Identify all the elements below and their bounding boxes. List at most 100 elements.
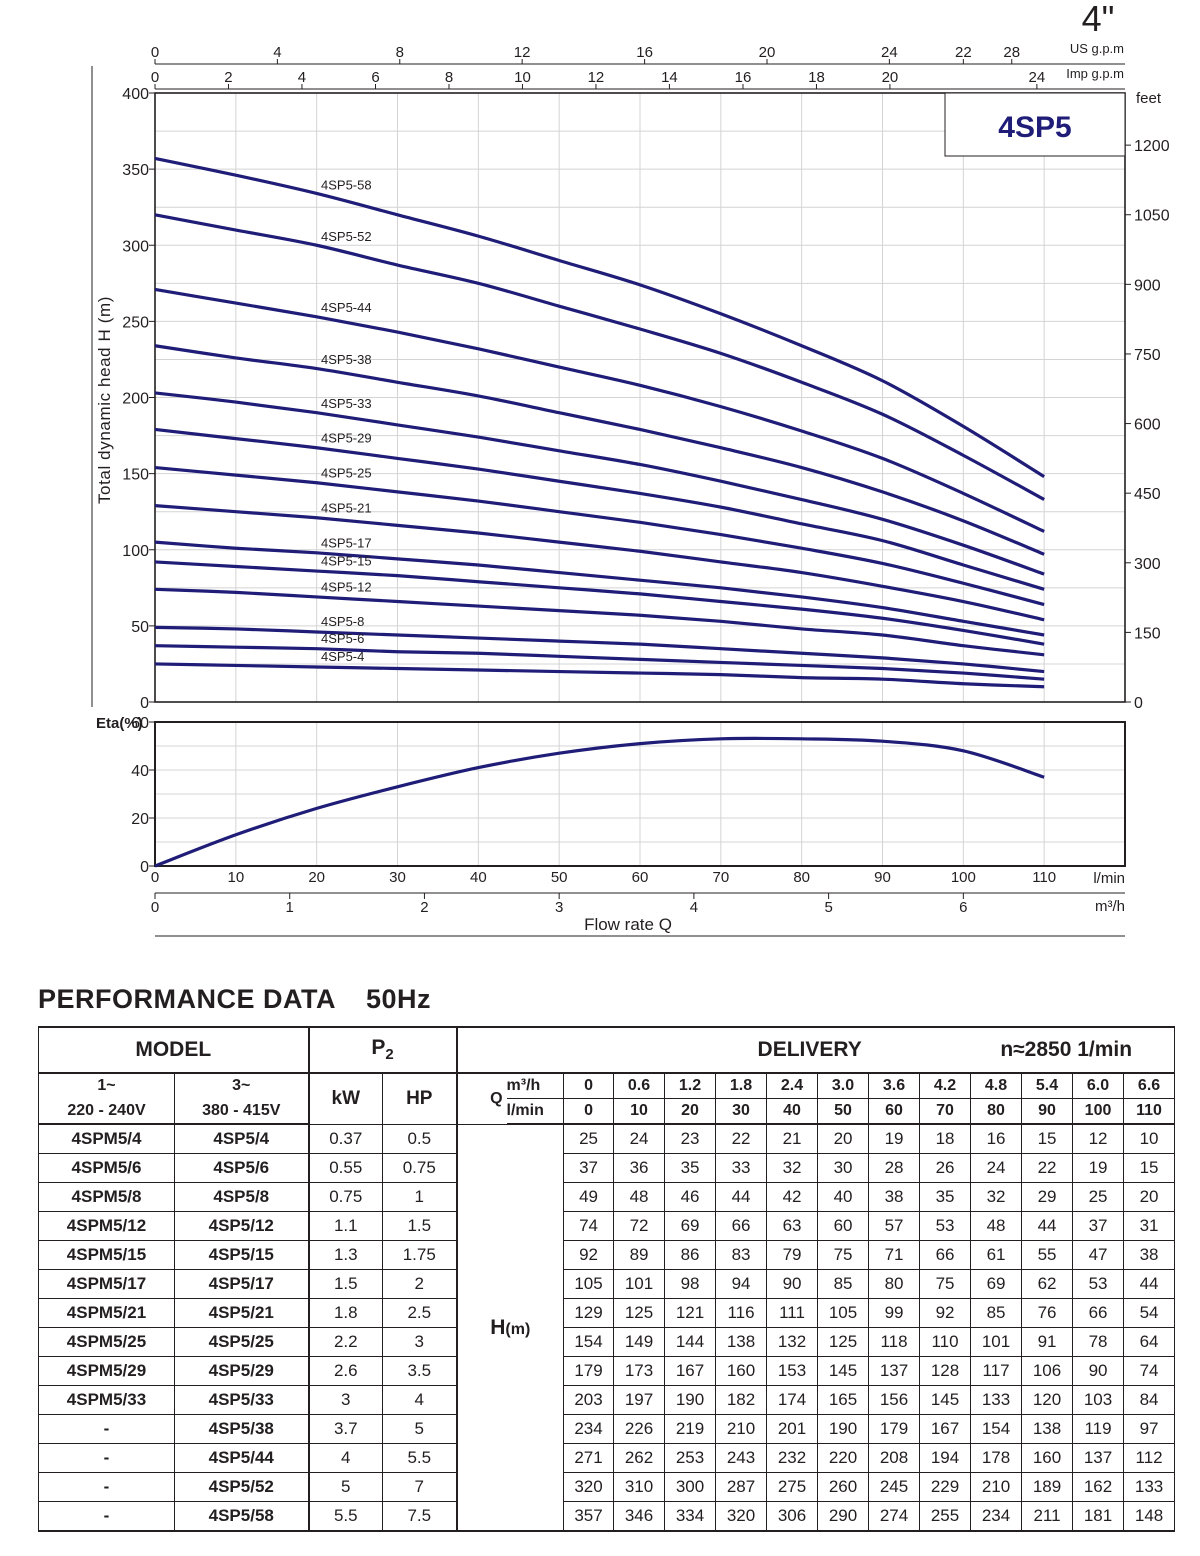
curve-label: 4SP5-8	[321, 614, 364, 629]
head-value: 112	[1123, 1443, 1176, 1473]
model-single-phase: 4SPM5/15	[38, 1240, 175, 1270]
head-label-unit: (m)	[505, 1320, 531, 1338]
head-value: 125	[613, 1298, 666, 1328]
table-row: 4SPM5/4 4SP5/4 0.37 0.5 H(m) 25 24 23 22 21 20 19 18…	[38, 1123, 1176, 1532]
head-value: 320	[715, 1501, 768, 1532]
feet-tick-label: 300	[1134, 556, 1161, 573]
head-value: 274	[868, 1501, 921, 1532]
head-value: 232	[766, 1443, 819, 1473]
x-m3h-tick-label: 6	[959, 899, 967, 916]
head-value: 97	[1123, 1414, 1176, 1444]
curve-label: 4SP5-52	[321, 229, 372, 244]
m3h-value: 3.0	[817, 1072, 870, 1099]
head-value: 138	[1021, 1414, 1074, 1444]
head-curve	[154, 625, 1045, 674]
power-hp: 5	[382, 1414, 458, 1444]
power-kw: 1.8	[307, 1298, 384, 1328]
head-value: 74	[563, 1211, 615, 1241]
model-three-phase: 4SP5/44	[173, 1443, 310, 1473]
x-tick-label: 30	[389, 869, 406, 886]
head-value: 22	[1021, 1153, 1074, 1183]
model-three-phase: 4SP5/29	[173, 1356, 310, 1386]
head-value: 44	[715, 1182, 768, 1212]
head-value: 80	[868, 1269, 921, 1299]
head-value: 37	[1072, 1211, 1125, 1241]
head-value: 55	[1021, 1240, 1074, 1270]
head-label-h: H	[490, 1315, 506, 1339]
head-value: 334	[664, 1501, 717, 1532]
table-row: 4SPM5/33 4SP5/33 3 4 203 197 190 182 174 165 156 14…	[38, 1385, 1176, 1415]
head-value: 125	[817, 1327, 870, 1357]
head-value: 78	[1072, 1327, 1125, 1357]
head-value: 76	[1021, 1298, 1074, 1328]
delivery-header: DELIVERY n≈2850 1/min	[455, 1026, 1176, 1074]
head-value: 203	[563, 1385, 615, 1415]
head-value: 22	[715, 1123, 768, 1154]
head-value: 103	[1072, 1385, 1125, 1415]
m3h-value: 1.2	[664, 1072, 717, 1099]
head-value: 253	[664, 1443, 717, 1473]
head-value: 174	[766, 1385, 819, 1415]
table-row: 4SPM5/12 4SP5/12 1.1 1.5 74 72 69 66 63 60 57 53 48 4…	[38, 1211, 1176, 1241]
top-axis-tick-label: 28	[1003, 44, 1020, 61]
head-value: 178	[970, 1443, 1023, 1473]
head-value: 121	[664, 1298, 717, 1328]
power-hp: 3	[382, 1327, 458, 1357]
head-value: 182	[715, 1385, 768, 1415]
top-axis-tick-label: 4	[273, 44, 281, 61]
x-unit-m3h: m³/h	[1095, 898, 1125, 915]
top-axis-tick-label: 8	[396, 44, 404, 61]
power-kw: 2.2	[307, 1327, 384, 1357]
top-axis-tick-label: 24	[1029, 69, 1046, 86]
head-value: 33	[715, 1153, 768, 1183]
head-curve	[154, 344, 1045, 556]
head-value: 90	[766, 1269, 819, 1299]
head-value: 40	[817, 1182, 870, 1212]
top-axis-tick-label: 14	[661, 69, 678, 86]
head-curve	[154, 427, 1045, 591]
head-value: 226	[613, 1414, 666, 1444]
head-value: 137	[868, 1356, 921, 1386]
head-value: 60	[817, 1211, 870, 1241]
head-value: 160	[1021, 1443, 1074, 1473]
kw-header: kW	[307, 1072, 384, 1125]
head-value: 306	[766, 1501, 819, 1532]
head-value: 79	[766, 1240, 819, 1270]
head-value: 38	[1123, 1240, 1176, 1270]
head-value: 63	[766, 1211, 819, 1241]
head-value: 28	[868, 1153, 921, 1183]
table-row: 4SPM5/21 4SP5/21 1.8 2.5 129 125 121 116 111 105 9…	[38, 1298, 1176, 1328]
head-value: 20	[1123, 1182, 1176, 1212]
head-value: 106	[1021, 1356, 1074, 1386]
x-m3h-tick-label: 2	[420, 899, 428, 916]
head-value: 25	[1072, 1182, 1125, 1212]
head-value: 210	[970, 1472, 1023, 1502]
head-value: 42	[766, 1182, 819, 1212]
head-value: 19	[1072, 1153, 1125, 1183]
head-value: 165	[817, 1385, 870, 1415]
head-value: 18	[919, 1123, 972, 1154]
lmin-value: 100	[1072, 1098, 1125, 1125]
table-row: 4SPM5/8 4SP5/8 0.75 1 49 48 46 44 42 40 38 35 32 29 25…	[38, 1182, 1176, 1212]
x-axis-title: Flow rate Q	[584, 915, 672, 934]
head-value: 19	[868, 1123, 921, 1154]
y-tick-label: 300	[122, 238, 149, 255]
head-value: 36	[613, 1153, 666, 1183]
eta-tick-label: 40	[131, 763, 149, 780]
head-value: 201	[766, 1414, 819, 1444]
head-value: 310	[613, 1472, 666, 1502]
m3h-value: 4.2	[919, 1072, 972, 1099]
head-value: 15	[1021, 1123, 1074, 1154]
head-value: 57	[868, 1211, 921, 1241]
head-value: 69	[664, 1211, 717, 1241]
top-axis-tick-label: 12	[514, 44, 531, 61]
head-value: 10	[1123, 1123, 1176, 1154]
head-value: 46	[664, 1182, 717, 1212]
m3h-value: 2.4	[766, 1072, 819, 1099]
performance-table: MODEL P2 DELIVERY n≈2850 1/min 1~ 3~ kW H…	[37, 1026, 1176, 1532]
head-value: 229	[919, 1472, 972, 1502]
head-value: 290	[817, 1501, 870, 1532]
power-hp: 1.75	[382, 1240, 458, 1270]
power-hp: 0.75	[382, 1153, 458, 1183]
head-value: 101	[970, 1327, 1023, 1357]
